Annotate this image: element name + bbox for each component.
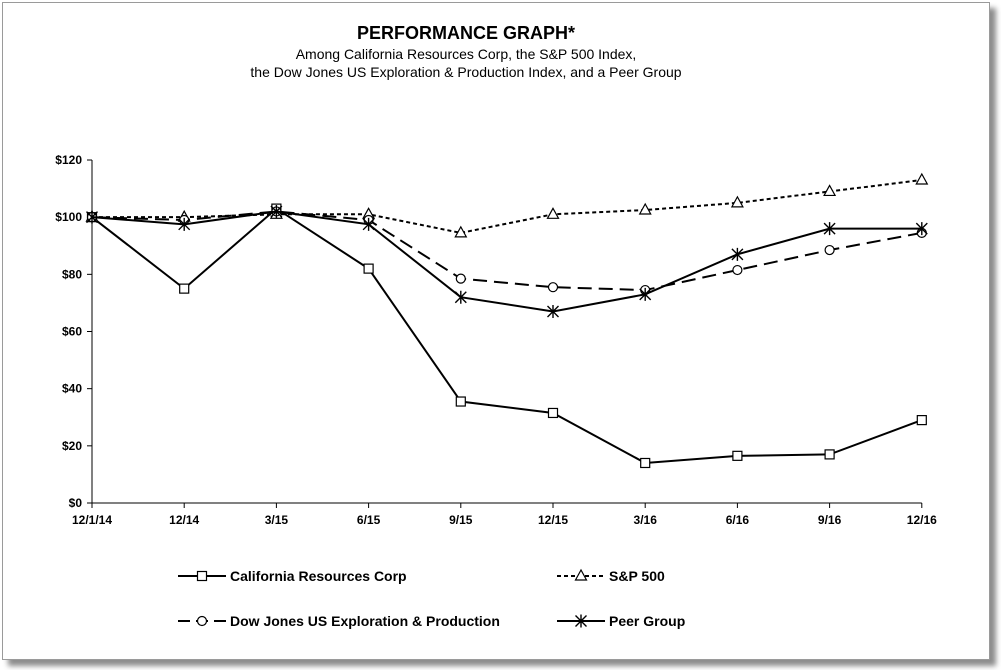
y-tick-label: $0 (69, 496, 83, 510)
legend-item-dow-jones-us-exploration-production: Dow Jones US Exploration & Production (178, 613, 500, 629)
data-point-dow-jones-us-exploration-production (455, 273, 466, 284)
x-tick-label: 12/1/14 (72, 513, 112, 527)
data-point-california-resources-corp (547, 407, 559, 419)
data-point-s-p-500 (915, 172, 929, 185)
data-point-dow-jones-us-exploration-production (547, 282, 559, 293)
chart-subtitle-line-2: the Dow Jones US Exploration & Productio… (250, 64, 681, 80)
chart-subtitle-line-1: Among California Resources Corp, the S&P… (296, 46, 637, 62)
data-point-peer-group (178, 217, 191, 231)
x-tick-label: 9/16 (818, 513, 842, 527)
data-point-peer-group (270, 204, 283, 218)
data-point-s-p-500 (638, 202, 652, 215)
data-point-s-p-500 (546, 207, 560, 219)
data-point-california-resources-corp (640, 457, 651, 469)
chart-frame: PERFORMANCE GRAPH* Among California Reso… (2, 2, 990, 660)
legend-marker (196, 615, 208, 627)
legend-label: Peer Group (609, 613, 685, 629)
y-tick-label: $60 (62, 325, 82, 339)
chart-title: PERFORMANCE GRAPH* (357, 23, 575, 43)
data-point-s-p-500 (454, 225, 468, 238)
x-tick-label: 6/16 (726, 513, 750, 527)
legend-label: California Resources Corp (230, 568, 407, 584)
data-point-california-resources-corp (916, 415, 927, 426)
legend-label: Dow Jones US Exploration & Production (230, 613, 500, 629)
x-tick-label: 6/15 (357, 513, 381, 527)
series-s-p-500 (85, 172, 929, 238)
data-point-dow-jones-us-exploration-production (732, 264, 743, 276)
data-point-peer-group (639, 287, 652, 301)
data-point-peer-group (547, 304, 559, 318)
legend-label: S&P 500 (609, 568, 665, 584)
data-point-peer-group (823, 222, 836, 236)
data-point-california-resources-corp (179, 283, 190, 294)
x-tick-label: 9/15 (449, 513, 473, 527)
series-line-s-p-500 (92, 179, 922, 234)
chart-axes: $0 $20 $40 $60 $80 $100 $120 12/1/14 12/14 3/15 6/… (55, 153, 937, 527)
legend-marker (574, 568, 588, 581)
legend-item-peer-group: Peer Group (557, 613, 685, 629)
series-line-peer-group (91, 210, 922, 313)
series-line-dow-jones-us-exploration-production (91, 210, 922, 292)
x-tick-label: 3/15 (265, 513, 289, 527)
data-point-peer-group (454, 290, 467, 304)
data-point-peer-group (915, 222, 928, 236)
series-peer-group (86, 204, 928, 318)
x-tick-label: 12/15 (538, 513, 568, 527)
data-point-peer-group (731, 247, 744, 261)
legend-marker (575, 614, 587, 628)
data-point-california-resources-corp (363, 263, 374, 274)
x-tick-label: 12/14 (169, 513, 199, 527)
y-tick-label: $80 (62, 267, 82, 281)
data-point-dow-jones-us-exploration-production (824, 244, 835, 256)
legend-item-s-p-500: S&P 500 (557, 568, 665, 584)
chart-legend: California Resources Corp S&P 500 Dow Jone… (178, 568, 685, 629)
chart-series (85, 172, 929, 469)
y-tick-label: $20 (62, 439, 82, 453)
legend-marker (196, 570, 208, 582)
performance-chart: PERFORMANCE GRAPH* Among California Reso… (55, 23, 937, 629)
data-point-california-resources-corp (732, 450, 743, 461)
data-point-peer-group (362, 217, 375, 231)
data-point-california-resources-corp (824, 449, 835, 460)
series-line-california-resources-corp (91, 207, 923, 465)
x-tick-label: 12/16 (907, 513, 937, 527)
data-point-peer-group (86, 210, 98, 224)
series-california-resources-corp (86, 203, 927, 469)
y-tick-label: $100 (55, 210, 82, 224)
y-tick-label: $40 (62, 382, 82, 396)
data-point-s-p-500 (823, 184, 837, 197)
y-tick-label: $120 (55, 153, 82, 167)
data-point-california-resources-corp (455, 396, 466, 407)
x-tick-label: 3/16 (634, 513, 658, 527)
data-point-s-p-500 (730, 195, 744, 208)
legend-item-california-resources-corp: California Resources Corp (178, 568, 407, 584)
